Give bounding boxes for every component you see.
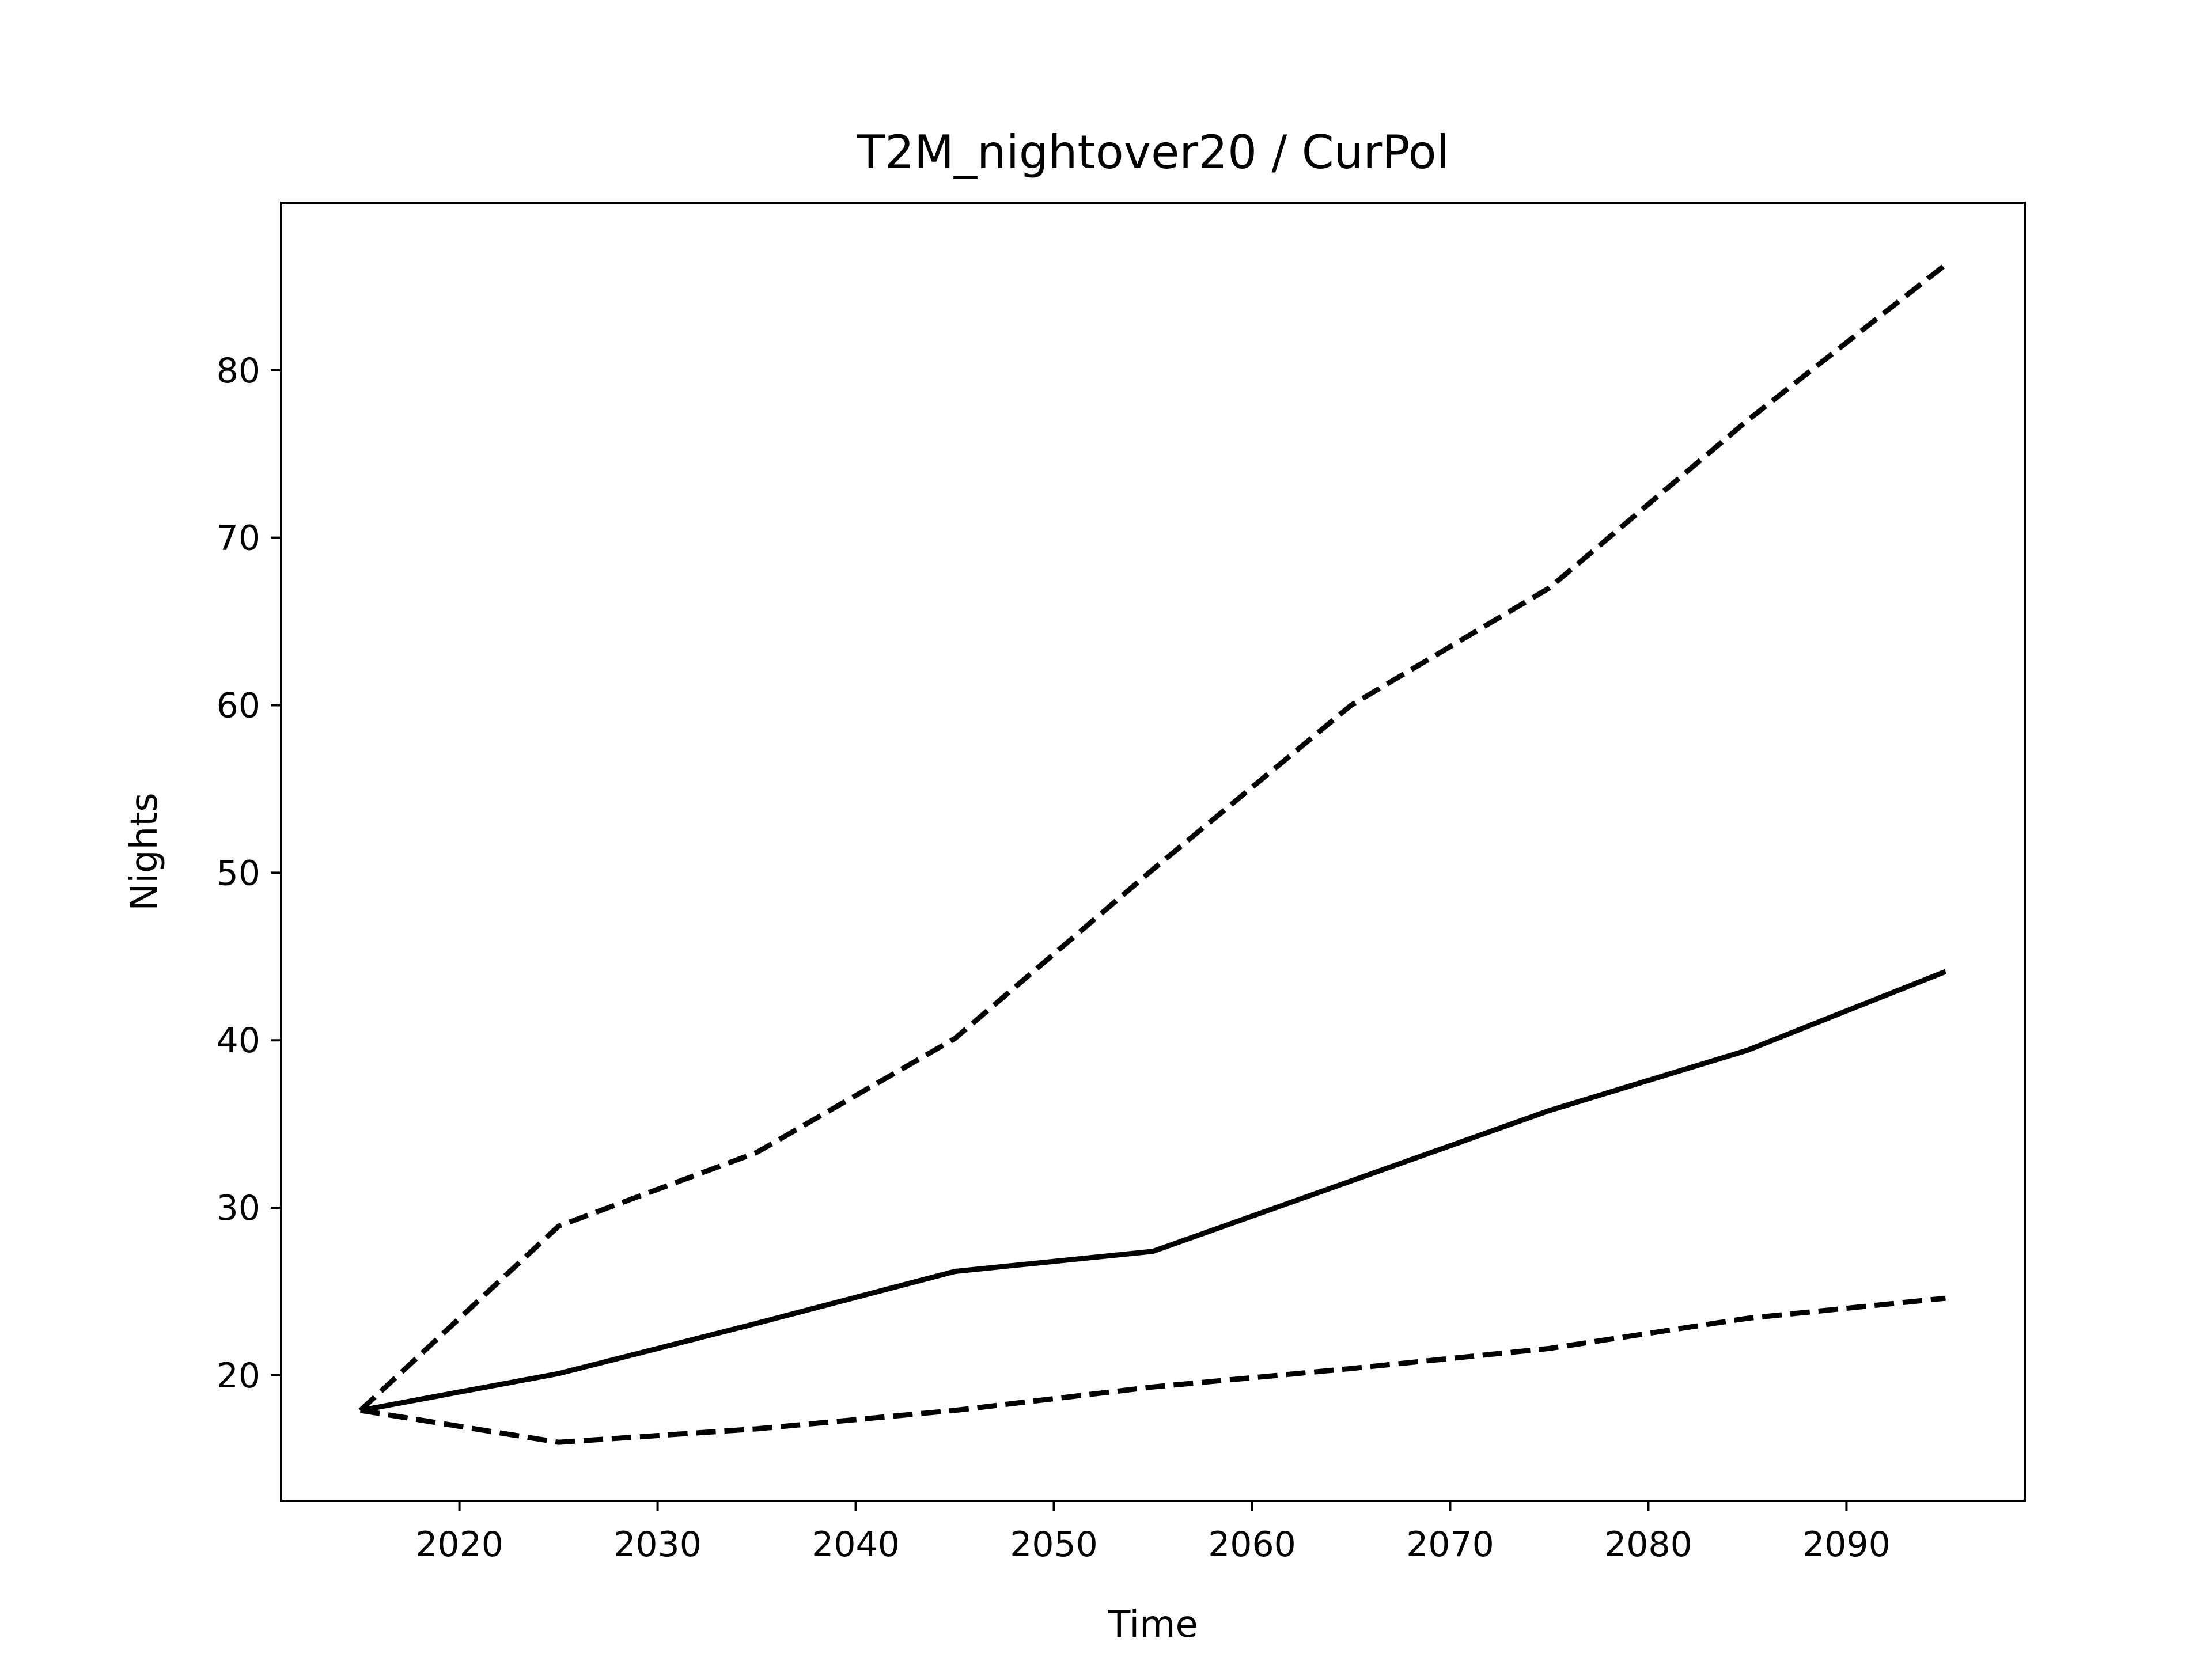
- y-tick-label: 40: [217, 1021, 260, 1061]
- x-tick-label: 2040: [812, 1525, 900, 1565]
- y-tick-label: 20: [217, 1356, 260, 1396]
- x-tick-label: 2060: [1208, 1525, 1296, 1565]
- x-tick-label: 2080: [1604, 1525, 1692, 1565]
- x-tick-label: 2030: [613, 1525, 702, 1565]
- y-tick-label: 80: [217, 351, 260, 391]
- y-tick-label: 30: [217, 1188, 260, 1228]
- x-tick-label: 2020: [415, 1525, 503, 1565]
- series-lower-dashed: [359, 1295, 1946, 1445]
- y-axis-label: Nights: [123, 792, 166, 911]
- y-tick-label: 50: [217, 853, 260, 893]
- series-median-solid: [359, 969, 1947, 1413]
- x-tick-label: 2090: [1802, 1525, 1891, 1565]
- plot-frame: [280, 202, 2026, 1502]
- series-layer: [358, 263, 1948, 1445]
- x-tick-label: 2070: [1406, 1525, 1494, 1565]
- x-axis-ticks: 2020 2030 2040 2050 2060 2070 2080 2090: [415, 1501, 1891, 1565]
- x-axis-label: Time: [1107, 1603, 1198, 1646]
- chart-title: T2M_nightover20 / CurPol: [856, 126, 1449, 179]
- y-tick-label: 70: [217, 518, 260, 559]
- y-tick-label: 60: [217, 686, 260, 726]
- y-axis-ticks: 20 30 40 50 60 70 80: [217, 351, 281, 1396]
- x-tick-label: 2050: [1010, 1525, 1098, 1565]
- series-upper-dashed: [358, 263, 1948, 1413]
